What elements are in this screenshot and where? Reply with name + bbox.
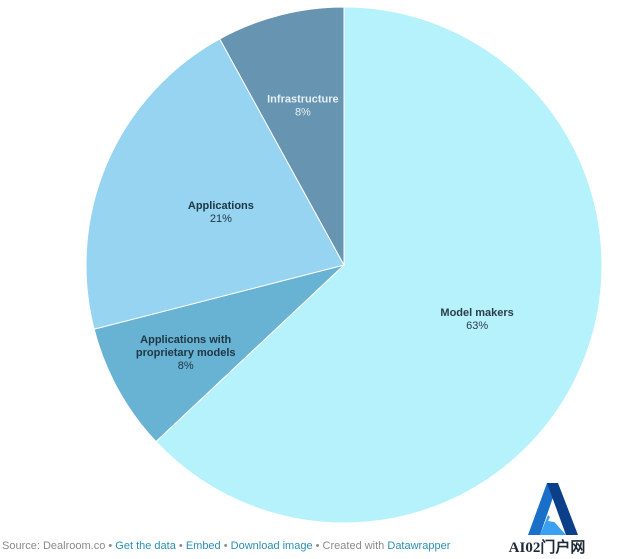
logo-icon: [528, 483, 578, 535]
separator: •: [220, 540, 231, 552]
slice-value-label: 8%: [295, 107, 311, 119]
separator: •: [312, 540, 323, 552]
pie-chart: Model makers 63% Applications with propriet…: [85, 6, 603, 524]
separator: •: [105, 540, 116, 552]
embed-link[interactable]: Embed: [185, 540, 221, 552]
slice-value-label: 21%: [210, 213, 232, 225]
slice-value-label: 8%: [178, 360, 194, 372]
get-the-data-link[interactable]: Get the data: [115, 540, 176, 552]
watermark-logo: AI02门户网: [488, 479, 606, 557]
slice-category-label: Applications with: [140, 334, 231, 346]
separator: •: [175, 540, 186, 552]
source-text: Source: Dealroom.co: [2, 540, 106, 552]
logo-shape: [540, 515, 566, 535]
slice-category-label: Model makers: [440, 307, 513, 319]
chart-footer: Source: Dealroom.co • Get the data • Emb…: [2, 540, 450, 552]
logo-shape: [548, 509, 560, 523]
slice-category-label: proprietary models: [136, 347, 236, 359]
logo-shape: [547, 483, 578, 535]
logo-text: AI02门户网: [508, 540, 586, 556]
pie-slice[interactable]: [85, 38, 345, 330]
pie-slice[interactable]: [219, 6, 345, 266]
datawrapper-link[interactable]: Datawrapper: [387, 540, 451, 552]
created-with-text: Created with: [322, 540, 385, 552]
pie-slice[interactable]: [93, 264, 345, 443]
pie-slice[interactable]: [155, 6, 603, 524]
download-image-link[interactable]: Download image: [230, 540, 313, 552]
slice-value-label: 63%: [466, 320, 488, 332]
slice-category-label: Infrastructure: [267, 94, 339, 106]
slice-category-label: Applications: [188, 200, 254, 212]
logo-shape: [528, 483, 558, 535]
